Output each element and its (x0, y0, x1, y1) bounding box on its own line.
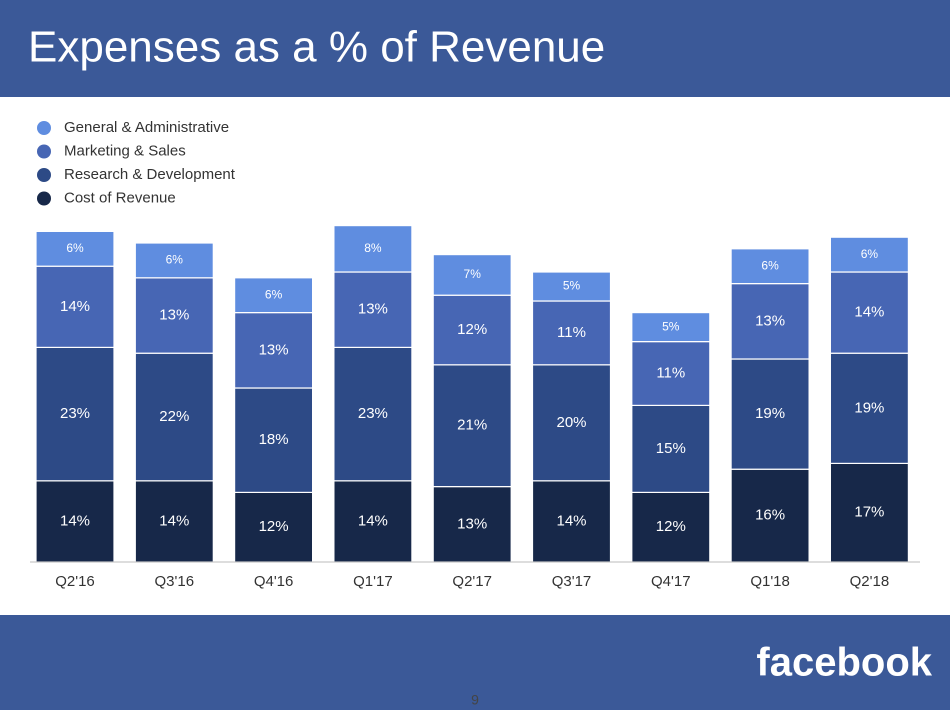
value-label: 19% (854, 399, 884, 416)
bar-segment (333, 480, 413, 563)
bar-segment (829, 236, 910, 273)
value-label: 14% (60, 298, 90, 315)
logo: facebook (756, 641, 932, 685)
legend-label: Marketing & Sales (64, 142, 186, 159)
legend-marker (37, 191, 51, 206)
bar-segment (531, 480, 612, 563)
value-label: 6% (265, 287, 283, 301)
x-tick-label: Q2'18 (850, 573, 890, 590)
legend-label: Cost of Revenue (64, 189, 176, 206)
bar-segment (432, 486, 512, 563)
value-label: 12% (457, 321, 487, 338)
bar-segment (730, 248, 810, 285)
bar-segment (333, 346, 413, 482)
legend-marker (37, 121, 51, 135)
value-label: 11% (557, 324, 586, 341)
value-label: 14% (358, 512, 388, 529)
bar-segment (333, 271, 413, 349)
x-tick-label: Q1'17 (353, 573, 393, 590)
x-tick-label: Q3'16 (155, 573, 195, 590)
x-tick-label: Q1'18 (750, 573, 790, 590)
value-label: 8% (364, 241, 382, 255)
bar-segment (730, 468, 810, 563)
legend-marker (37, 168, 51, 182)
value-label: 11% (656, 364, 685, 381)
bar-segment (631, 404, 711, 493)
x-tick-label: Q2'17 (452, 573, 492, 590)
value-label: 14% (159, 512, 189, 529)
value-label: 12% (259, 518, 289, 535)
bar-segment (531, 271, 612, 302)
slide-title: Expenses as a % of Revenue (28, 23, 605, 72)
bar-segment (35, 346, 115, 482)
bar-segment (134, 352, 214, 482)
value-label: 14% (854, 304, 884, 321)
bar-segment (432, 364, 512, 488)
value-label: 6% (166, 253, 184, 267)
value-label: 20% (556, 414, 586, 431)
bar-segment (829, 462, 910, 563)
value-label: 6% (66, 241, 84, 255)
page-number: 9 (471, 692, 479, 708)
bar-segment (432, 294, 512, 366)
bar-segment (631, 341, 711, 407)
value-label: 7% (464, 267, 482, 281)
bar-segment (631, 312, 711, 343)
value-label: 19% (755, 405, 785, 422)
legend-marker (37, 144, 51, 159)
x-tick-label: Q4'17 (651, 573, 691, 590)
bar-segment (829, 271, 910, 354)
value-label: 13% (358, 301, 388, 318)
value-label: 13% (259, 341, 289, 358)
value-label: 13% (457, 515, 487, 532)
bar-segment (531, 364, 612, 482)
value-label: 22% (159, 408, 189, 425)
value-label: 23% (60, 405, 90, 422)
value-label: 23% (358, 405, 388, 422)
value-label: 13% (159, 306, 189, 323)
bar-segment (234, 277, 314, 314)
value-label: 12% (656, 518, 686, 535)
x-tick-label: Q2'16 (55, 573, 95, 590)
bar-segment (134, 242, 214, 279)
value-label: 5% (662, 319, 680, 333)
legend-label: General & Administrative (64, 119, 229, 136)
bar-segment (333, 225, 413, 273)
bar-segment (35, 480, 115, 563)
bar-segment (829, 352, 910, 465)
bar-segment (432, 254, 512, 296)
bar-segment (35, 230, 115, 267)
x-tick-label: Q4'16 (254, 573, 294, 590)
legend-label: Research & Development (64, 166, 236, 183)
x-tick-label: Q3'17 (552, 573, 592, 590)
value-label: 13% (755, 312, 785, 329)
bar-segment (531, 300, 612, 366)
value-label: 18% (259, 431, 289, 448)
value-label: 5% (563, 279, 581, 293)
value-label: 21% (457, 417, 487, 434)
bar-segment (234, 387, 314, 494)
value-label: 6% (761, 258, 779, 272)
bar-segment (35, 265, 115, 349)
value-label: 14% (60, 512, 90, 529)
value-label: 15% (656, 440, 686, 457)
bar-segment (631, 491, 711, 563)
value-label: 6% (861, 247, 879, 261)
footer-band (0, 615, 950, 710)
value-label: 16% (755, 507, 785, 524)
header-band (0, 0, 950, 97)
bar-segment (234, 491, 314, 563)
value-label: 17% (854, 504, 884, 521)
bar-segment (730, 283, 810, 360)
value-label: 14% (556, 512, 586, 529)
